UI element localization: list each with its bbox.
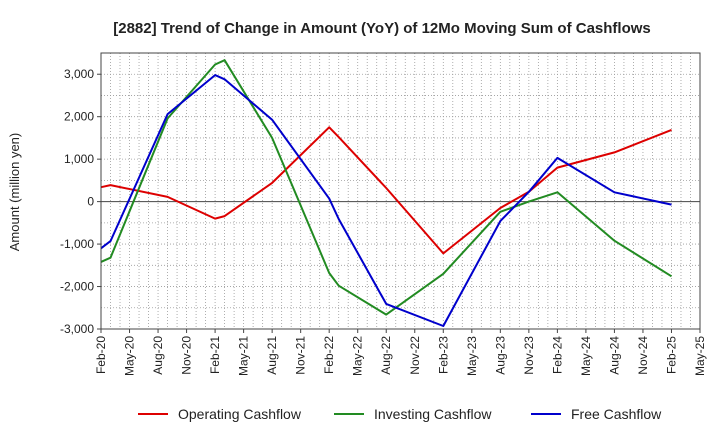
y-tick-label: -1,000 <box>60 237 94 251</box>
y-tick-label: 1,000 <box>64 152 94 166</box>
y-axis-ticks: 3,000 2,000 1,000 0 -1,000 -2,000 -3,000 <box>60 67 101 336</box>
x-tick-label: Aug-20 <box>151 336 165 375</box>
x-tick-label: Nov-24 <box>636 336 650 375</box>
y-tick-label: -2,000 <box>60 280 94 294</box>
x-axis-ticks: Feb-20 May-20 Aug-20 Nov-20 Feb-21 May-21 Aug-… <box>94 329 707 376</box>
x-tick-label: Feb-25 <box>664 336 678 374</box>
x-tick-label: Feb-20 <box>94 336 108 374</box>
x-tick-label: Aug-21 <box>265 336 279 375</box>
x-tick-label: Feb-21 <box>208 336 222 374</box>
x-tick-label: May-23 <box>465 336 479 376</box>
y-tick-label: 2,000 <box>64 110 94 124</box>
investing-cashflow-legend-label: Investing Cashflow <box>374 406 492 422</box>
operating-cashflow-line <box>100 126 672 255</box>
x-tick-label: Aug-24 <box>607 336 621 375</box>
x-tick-label: Nov-23 <box>522 336 536 375</box>
x-tick-label: May-20 <box>123 336 137 376</box>
x-tick-label: Feb-23 <box>436 336 450 374</box>
x-tick-label: Feb-22 <box>322 336 336 374</box>
x-tick-label: Nov-20 <box>180 336 194 375</box>
y-tick-label: 3,000 <box>64 67 94 81</box>
x-tick-label: May-25 <box>693 336 707 376</box>
x-tick-label: May-24 <box>579 336 593 376</box>
legend: Operating Cashflow Investing Cashflow Free… <box>138 406 662 422</box>
x-tick-label: Aug-22 <box>379 336 393 375</box>
x-tick-label: Nov-21 <box>294 336 308 375</box>
y-axis-label: Amount (million yen) <box>7 133 22 252</box>
free-cashflow-line <box>100 74 672 327</box>
x-tick-label: May-21 <box>237 336 251 376</box>
chart-title: [2882] Trend of Change in Amount (YoY) o… <box>113 20 651 37</box>
x-tick-label: Feb-24 <box>550 336 564 374</box>
x-tick-label: Nov-22 <box>408 336 422 375</box>
plot-frame <box>100 52 701 330</box>
free-cashflow-legend-label: Free Cashflow <box>571 406 662 422</box>
x-tick-label: May-22 <box>351 336 365 376</box>
y-tick-label: -3,000 <box>60 322 94 336</box>
series-lines <box>100 59 673 327</box>
x-tick-label: Aug-23 <box>493 336 507 375</box>
y-tick-label: 0 <box>87 195 94 209</box>
operating-cashflow-legend-label: Operating Cashflow <box>178 406 302 422</box>
grid <box>101 53 700 329</box>
